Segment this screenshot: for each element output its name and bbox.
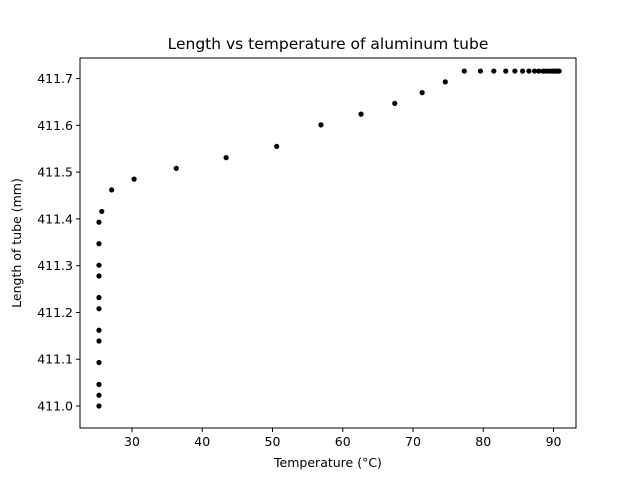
data-point bbox=[96, 294, 102, 301]
data-points bbox=[96, 68, 562, 409]
data-point bbox=[274, 143, 280, 150]
x-tick-label: 40 bbox=[194, 434, 210, 449]
data-point bbox=[477, 68, 484, 74]
data-point bbox=[96, 392, 102, 398]
x-tick-label: 30 bbox=[124, 434, 140, 449]
data-point bbox=[491, 68, 497, 74]
data-point bbox=[131, 176, 137, 182]
data-point bbox=[556, 68, 562, 74]
x-tick-label: 70 bbox=[405, 434, 421, 449]
data-point bbox=[96, 262, 102, 268]
data-point bbox=[173, 165, 179, 171]
y-tick-label: 411.3 bbox=[37, 258, 73, 273]
data-point bbox=[223, 155, 229, 161]
data-point bbox=[512, 68, 518, 74]
data-point bbox=[461, 68, 467, 74]
data-point bbox=[99, 208, 105, 215]
data-point bbox=[96, 241, 102, 247]
data-point bbox=[358, 111, 364, 117]
data-point bbox=[96, 327, 102, 333]
data-point bbox=[520, 68, 526, 74]
chart-title: Length vs temperature of aluminum tube bbox=[168, 35, 489, 53]
data-point bbox=[392, 100, 398, 106]
data-point bbox=[419, 90, 425, 96]
x-tick-label: 90 bbox=[546, 434, 562, 449]
plot-area bbox=[79, 57, 577, 429]
y-axis: 411.0 411.1 411.2 411.3 411.4 411.5 411.6 411.7 bbox=[37, 71, 80, 414]
data-point bbox=[503, 68, 509, 74]
data-point bbox=[531, 68, 538, 74]
data-point bbox=[109, 187, 115, 193]
y-tick-label: 411.0 bbox=[37, 399, 73, 414]
data-point bbox=[96, 338, 102, 344]
data-point bbox=[96, 359, 102, 366]
data-point bbox=[96, 306, 102, 312]
y-tick-label: 411.7 bbox=[37, 71, 73, 86]
y-tick-label: 411.1 bbox=[37, 352, 73, 367]
data-point bbox=[536, 68, 542, 74]
data-point bbox=[318, 122, 324, 128]
data-point bbox=[442, 79, 448, 85]
data-point bbox=[96, 381, 102, 388]
y-tick-label: 411.5 bbox=[37, 165, 73, 180]
data-point bbox=[96, 273, 102, 279]
x-axis: 30 40 50 60 70 80 90 bbox=[124, 428, 562, 449]
y-tick-label: 411.4 bbox=[37, 211, 73, 226]
x-tick-label: 60 bbox=[335, 434, 351, 449]
data-point bbox=[96, 403, 102, 409]
y-tick-label: 411.6 bbox=[37, 118, 73, 133]
y-axis-label: Length of tube (mm) bbox=[9, 178, 24, 308]
data-point bbox=[526, 68, 532, 74]
x-tick-label: 80 bbox=[475, 434, 491, 449]
x-axis-label: Temperature (°C) bbox=[273, 455, 382, 470]
y-tick-label: 411.2 bbox=[37, 305, 73, 320]
x-tick-label: 50 bbox=[265, 434, 281, 449]
data-point bbox=[96, 219, 102, 225]
